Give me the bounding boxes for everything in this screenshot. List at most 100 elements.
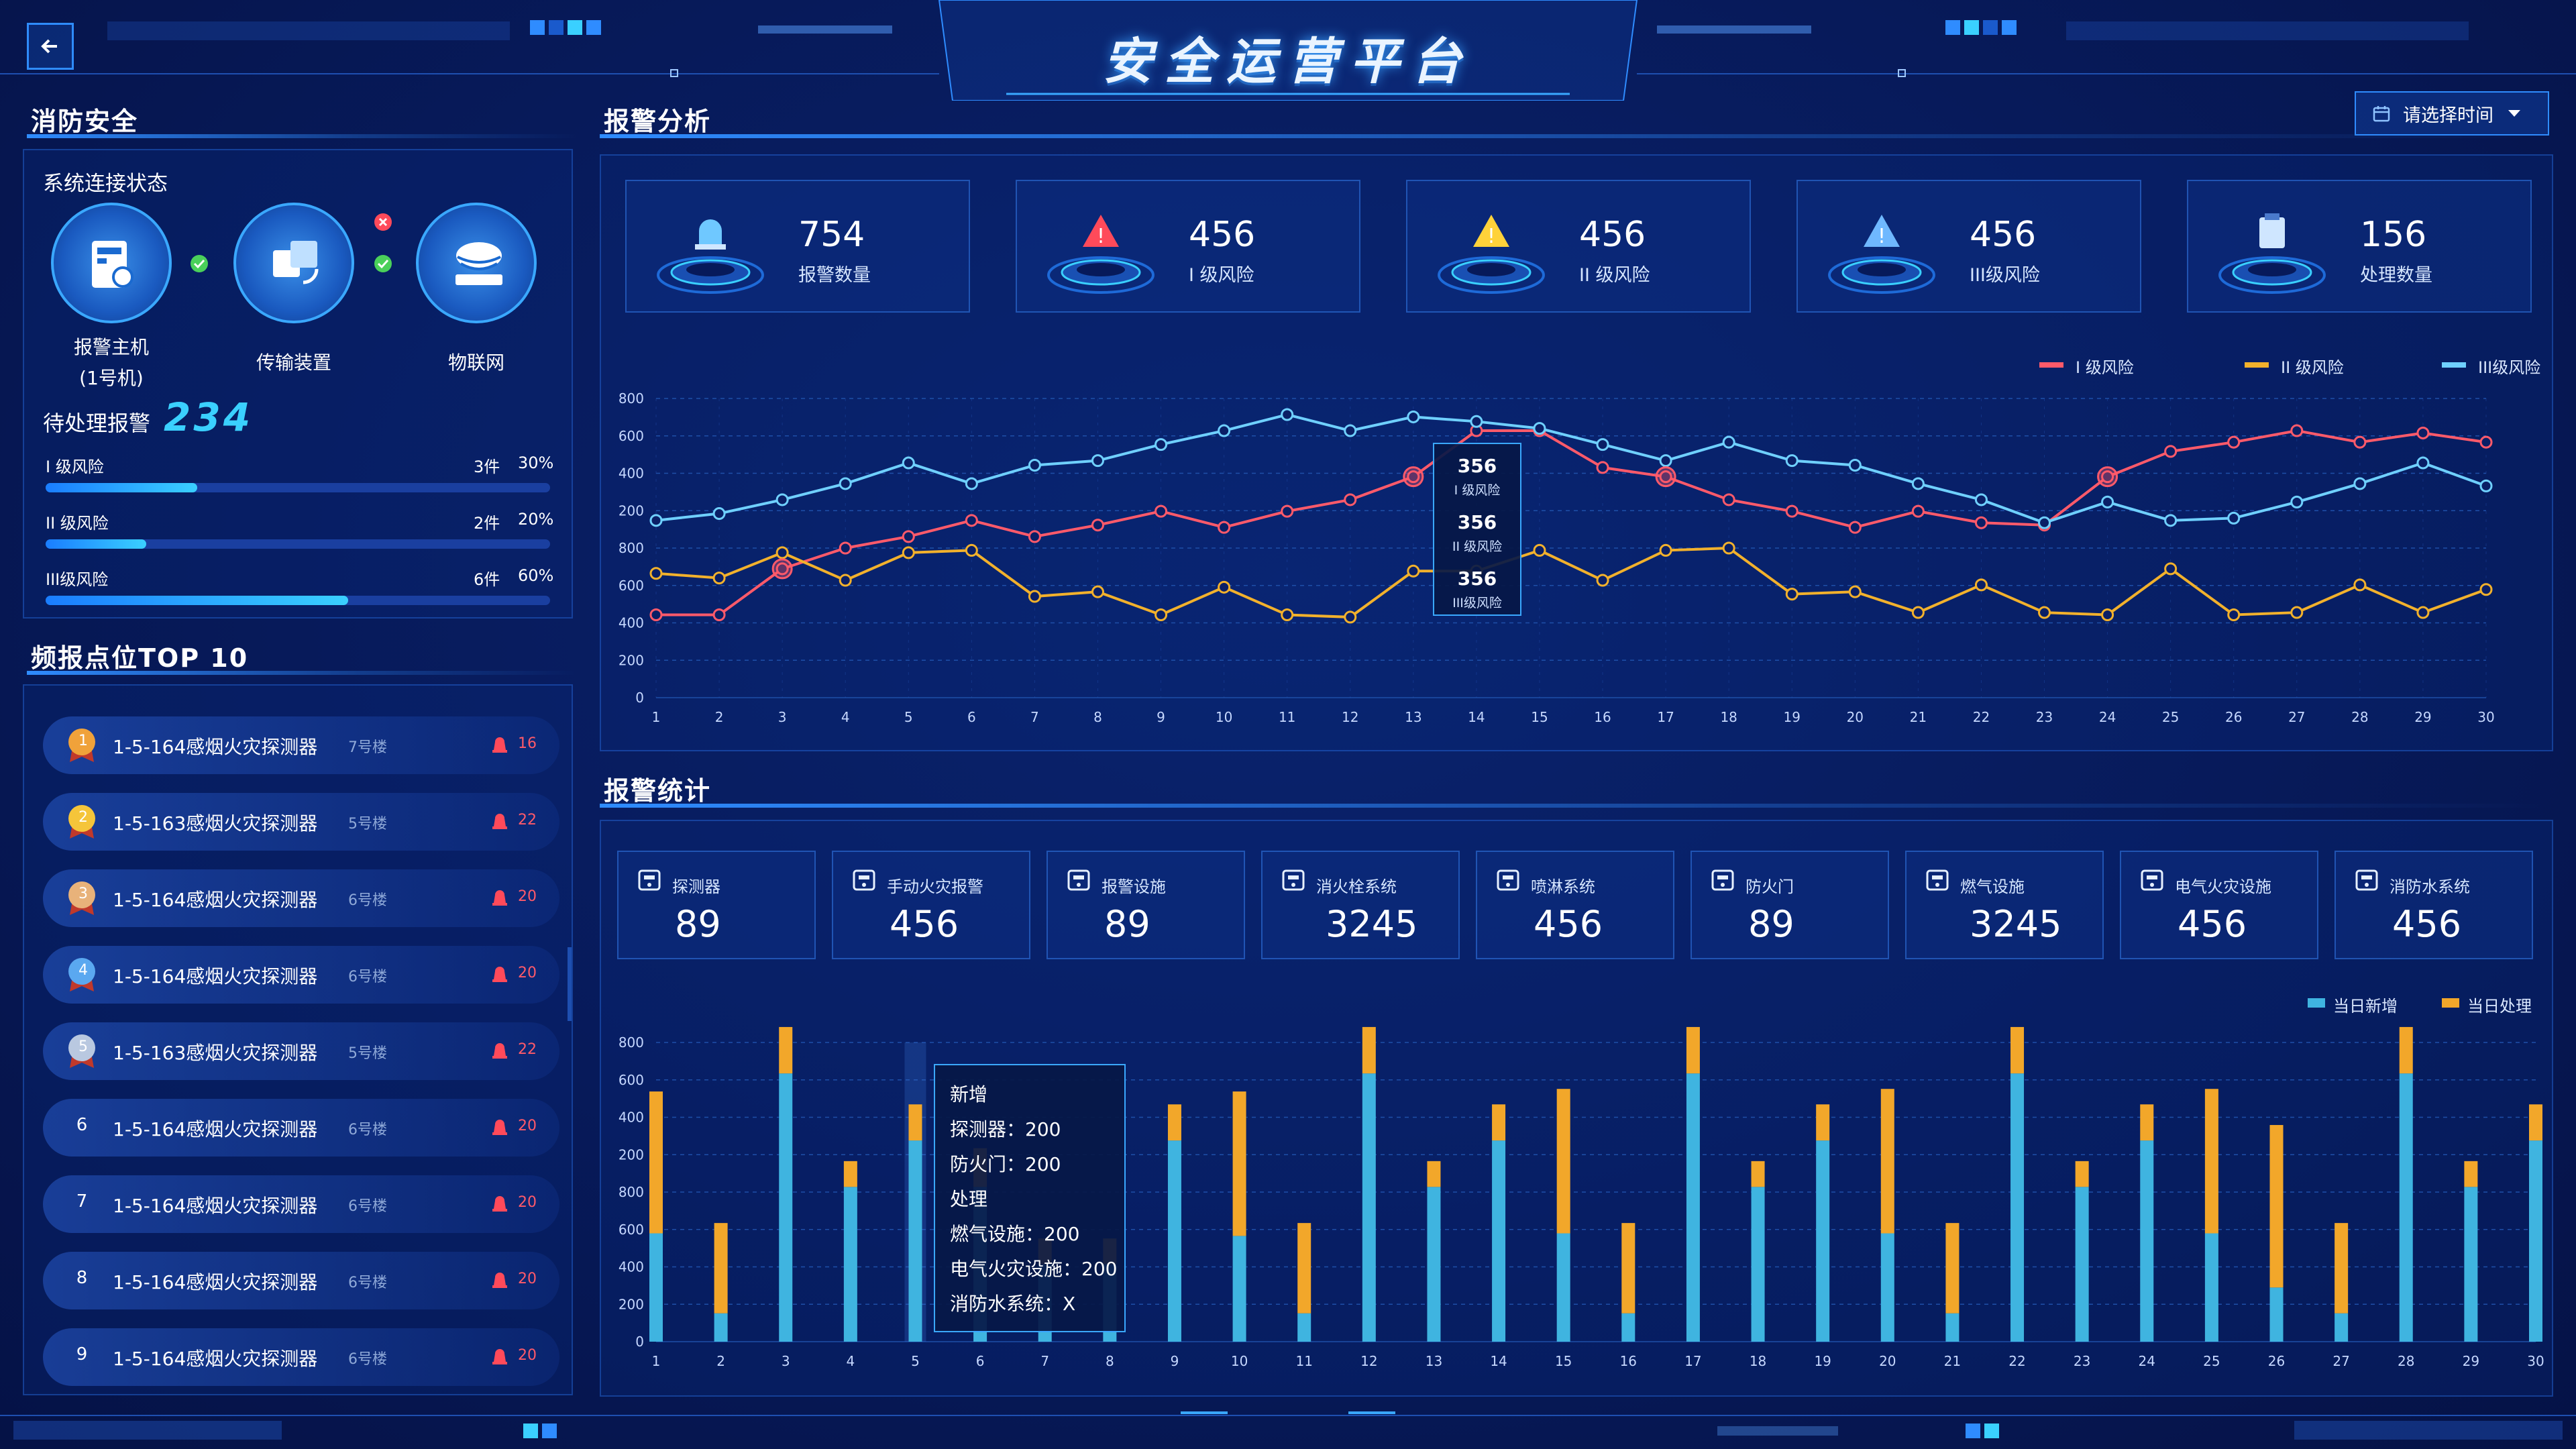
stat-card[interactable]: 电气火灾设施 456 bbox=[2120, 851, 2318, 959]
bar-new[interactable] bbox=[1621, 1313, 1635, 1342]
data-point[interactable] bbox=[1091, 585, 1104, 598]
data-point[interactable] bbox=[902, 530, 915, 543]
bar-new[interactable] bbox=[2075, 1187, 2089, 1342]
data-point[interactable] bbox=[1911, 504, 1925, 518]
data-point[interactable] bbox=[1281, 608, 1294, 621]
data-point[interactable] bbox=[2479, 479, 2493, 492]
stat-card[interactable]: 防火门 89 bbox=[1690, 851, 1889, 959]
bar-new[interactable] bbox=[1816, 1140, 1830, 1342]
data-point[interactable] bbox=[2479, 435, 2493, 449]
back-button[interactable] bbox=[27, 23, 74, 70]
data-point[interactable] bbox=[1091, 454, 1104, 468]
data-point[interactable] bbox=[1785, 454, 1799, 468]
bar-handled[interactable] bbox=[1816, 1104, 1830, 1141]
data-point[interactable] bbox=[965, 543, 978, 557]
bar-new[interactable] bbox=[1492, 1140, 1506, 1342]
data-point[interactable] bbox=[2227, 511, 2241, 525]
data-point[interactable] bbox=[712, 572, 726, 585]
bar-handled[interactable] bbox=[1167, 1104, 1181, 1141]
data-point[interactable] bbox=[902, 456, 915, 470]
bar-handled[interactable] bbox=[2334, 1223, 2349, 1313]
data-point[interactable] bbox=[2164, 514, 2178, 527]
highlight-point[interactable] bbox=[1403, 466, 1424, 488]
bar-handled[interactable] bbox=[1751, 1161, 1765, 1187]
data-point[interactable] bbox=[649, 514, 663, 527]
data-point[interactable] bbox=[1155, 608, 1168, 621]
top10-item[interactable]: 1 1-5-164感烟火灾探测器 7号楼 16 bbox=[43, 716, 559, 774]
bar-handled[interactable] bbox=[2075, 1161, 2089, 1187]
data-point[interactable] bbox=[2164, 445, 2178, 458]
highlight-point[interactable] bbox=[2097, 466, 2118, 488]
data-point[interactable] bbox=[965, 477, 978, 490]
bar-new[interactable] bbox=[1880, 1233, 1894, 1342]
data-point[interactable] bbox=[1848, 521, 1862, 534]
data-point[interactable] bbox=[839, 477, 852, 490]
bar-handled[interactable] bbox=[843, 1161, 857, 1187]
stat-card[interactable]: 探测器 89 bbox=[617, 851, 816, 959]
bar-handled[interactable] bbox=[1556, 1089, 1570, 1234]
bar-new[interactable] bbox=[843, 1187, 857, 1342]
data-point[interactable] bbox=[2416, 456, 2430, 470]
bar-handled[interactable] bbox=[779, 1026, 793, 1074]
data-point[interactable] bbox=[2290, 424, 2304, 437]
data-point[interactable] bbox=[1848, 458, 1862, 472]
data-point[interactable] bbox=[1848, 585, 1862, 598]
bar-handled[interactable] bbox=[2269, 1125, 2284, 1288]
bar-new[interactable] bbox=[2399, 1073, 2413, 1342]
data-point[interactable] bbox=[1218, 521, 1231, 534]
data-point[interactable] bbox=[712, 507, 726, 521]
bar-handled[interactable] bbox=[2204, 1089, 2218, 1234]
data-point[interactable] bbox=[1281, 408, 1294, 421]
device-alarm-host[interactable] bbox=[51, 203, 172, 323]
data-point[interactable] bbox=[2353, 477, 2367, 490]
data-point[interactable] bbox=[1218, 424, 1231, 437]
stat-card[interactable]: 手动火灾报警 456 bbox=[832, 851, 1030, 959]
data-point[interactable] bbox=[1722, 541, 1735, 555]
bar-handled[interactable] bbox=[908, 1104, 922, 1141]
time-select[interactable]: 请选择时间 bbox=[2355, 91, 2549, 136]
top10-item[interactable]: 8 1-5-164感烟火灾探测器 6号楼 20 bbox=[43, 1252, 559, 1309]
data-point[interactable] bbox=[2101, 470, 2114, 484]
data-point[interactable] bbox=[2164, 562, 2178, 576]
data-point[interactable] bbox=[2416, 426, 2430, 439]
data-point[interactable] bbox=[2353, 578, 2367, 592]
data-point[interactable] bbox=[1533, 543, 1546, 557]
bar-new[interactable] bbox=[2140, 1140, 2154, 1342]
data-point[interactable] bbox=[1407, 564, 1420, 578]
data-point[interactable] bbox=[1974, 578, 1988, 592]
data-point[interactable] bbox=[839, 541, 852, 555]
top10-item[interactable]: 7 1-5-164感烟火灾探测器 6号楼 20 bbox=[43, 1175, 559, 1233]
data-point[interactable] bbox=[1911, 606, 1925, 619]
data-point[interactable] bbox=[2227, 608, 2241, 621]
top10-item[interactable]: 2 1-5-163感烟火灾探测器 5号楼 22 bbox=[43, 793, 559, 851]
bar-handled[interactable] bbox=[2464, 1161, 2478, 1187]
bar-new[interactable] bbox=[1232, 1236, 1246, 1342]
data-point[interactable] bbox=[1596, 461, 1609, 474]
bar-handled[interactable] bbox=[649, 1091, 663, 1234]
bar-new[interactable] bbox=[2334, 1313, 2349, 1342]
top10-item[interactable]: 9 1-5-164感烟火灾探测器 6号楼 20 bbox=[43, 1328, 559, 1386]
bar-new[interactable] bbox=[1686, 1073, 1700, 1342]
stat-card[interactable]: 消火栓系统 3245 bbox=[1261, 851, 1460, 959]
bar-handled[interactable] bbox=[1232, 1091, 1246, 1236]
data-point[interactable] bbox=[1407, 410, 1420, 423]
data-point[interactable] bbox=[1722, 493, 1735, 506]
bar-handled[interactable] bbox=[2399, 1026, 2413, 1074]
bar-new[interactable] bbox=[649, 1233, 663, 1342]
data-point[interactable] bbox=[1911, 477, 1925, 490]
data-point[interactable] bbox=[1470, 415, 1483, 428]
bar-new[interactable] bbox=[779, 1073, 793, 1342]
data-point[interactable] bbox=[649, 608, 663, 621]
data-point[interactable] bbox=[2038, 606, 2051, 619]
stat-card[interactable]: 消防水系统 456 bbox=[2334, 851, 2533, 959]
data-point[interactable] bbox=[1659, 454, 1672, 468]
data-point[interactable] bbox=[902, 546, 915, 559]
bar-handled[interactable] bbox=[1297, 1223, 1311, 1313]
data-point[interactable] bbox=[2227, 435, 2241, 449]
data-point[interactable] bbox=[2290, 606, 2304, 619]
data-point[interactable] bbox=[1722, 435, 1735, 449]
data-point[interactable] bbox=[775, 493, 789, 506]
data-point[interactable] bbox=[1344, 493, 1357, 506]
data-point[interactable] bbox=[1974, 493, 1988, 506]
bar-handled[interactable] bbox=[2010, 1026, 2025, 1074]
